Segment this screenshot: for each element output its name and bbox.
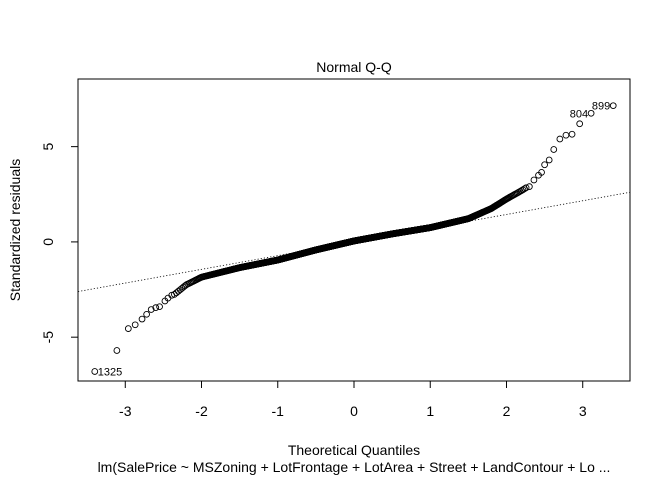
qq-point — [124, 325, 132, 332]
point-label-1325: 1325 — [98, 366, 122, 378]
point-label-804: 804 — [570, 108, 588, 120]
qq-point — [562, 131, 570, 139]
x-tick-label: -3 — [119, 403, 132, 419]
qq-point — [538, 169, 545, 176]
y-tick-label: 5 — [40, 143, 56, 151]
x-tick-label: -2 — [195, 403, 208, 419]
qq-point — [113, 347, 121, 354]
x-axis-label: Theoretical Quantiles — [288, 442, 420, 458]
qq-point — [138, 315, 146, 323]
qq-point — [550, 146, 558, 153]
qq-point — [147, 306, 155, 313]
qq-point — [168, 291, 176, 299]
x-tick-label: -1 — [272, 403, 285, 419]
x-axis: -3 -2 -1 0 1 2 3 — [119, 380, 587, 419]
qq-point — [545, 156, 553, 164]
qq-point — [587, 109, 595, 117]
qq-point — [156, 303, 163, 311]
y-axis: -5 0 5 — [40, 143, 79, 344]
qq-point — [609, 102, 617, 110]
y-tick-label: -5 — [40, 331, 56, 344]
qq-point — [522, 184, 530, 192]
y-axis-label: Standardized residuals — [7, 159, 23, 301]
point-label-899: 899 — [592, 101, 610, 113]
plot-frame — [77, 78, 631, 382]
qq-point — [568, 130, 576, 138]
model-formula-caption: lm(SalePrice ~ MSZoning + LotFrontage + … — [98, 459, 611, 475]
qq-point — [91, 368, 99, 375]
qq-point — [576, 120, 584, 128]
qq-point — [541, 161, 548, 169]
chart-title: Normal Q-Q — [316, 59, 392, 75]
x-tick-label: 1 — [426, 403, 434, 419]
qq-point — [131, 321, 139, 329]
qq-point — [526, 183, 533, 191]
y-tick-label: 0 — [40, 238, 56, 246]
x-tick-label: 3 — [579, 403, 587, 419]
qq-point — [152, 304, 160, 311]
qq-point — [556, 135, 564, 143]
qq-reference-line — [78, 191, 630, 292]
x-tick-label: 2 — [503, 403, 511, 419]
qq-point — [143, 310, 150, 318]
x-tick-label: 0 — [350, 403, 358, 419]
qq-point — [530, 176, 538, 184]
